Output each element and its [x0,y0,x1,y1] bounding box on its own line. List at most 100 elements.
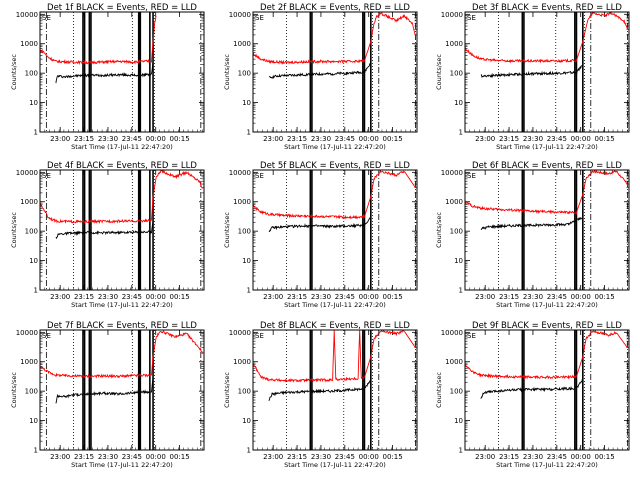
x-tick-label: 00:15 [169,453,189,461]
detector-panel-2: Det 2f BLACK = Events, RED = LLD 1 10 100 10… [223,3,418,151]
lld-series-line [39,330,203,379]
events-series-line [55,221,154,240]
y-tick-label: 100 [25,228,38,236]
y-tick-label: 10000 [441,11,463,19]
x-tick-label: 23:15 [499,293,519,301]
x-tick-label: 00:00 [571,293,591,301]
panel-frame [464,169,630,291]
y-axis-label: Counts/sec [10,54,18,90]
y-tick-label: 1 [34,129,38,137]
y-tick-label: 100 [450,228,463,236]
lld-series-line [39,16,157,66]
y-tick-label: 1 [459,287,463,295]
x-tick-label: 00:00 [146,453,166,461]
panel-title: Det 6f BLACK = Events, RED = LLD [472,161,622,171]
lld-series-line [464,11,628,64]
y-axis-label: Counts/sec [10,212,18,248]
x-tick-label: 23:00 [263,453,283,461]
y-axis-label: Counts/sec [10,372,18,408]
x-tick-label: 23:15 [74,293,94,301]
y-tick-label: 10 [29,99,38,107]
y-tick-label: 10000 [16,169,38,177]
y-tick-label: 10 [454,417,463,425]
panel-frame [39,11,205,133]
panel-frame [39,329,205,451]
lld-series-line [252,169,416,220]
x-tick-label: 00:00 [571,453,591,461]
x-axis-label: Start Time (17-Jul-11 22:47:20) [496,143,598,151]
panel-title: Det 5f BLACK = Events, RED = LLD [260,161,410,171]
y-tick-label: 1 [459,129,463,137]
panel-frame [464,329,630,451]
panel-title: Det 8f BLACK = Events, RED = LLD [260,321,410,331]
lld-series-line [252,11,416,65]
x-tick-label: 00:00 [146,293,166,301]
x-tick-label: 23:30 [523,293,543,301]
x-tick-label: 23:15 [499,135,519,143]
x-tick-label: 23:45 [335,453,355,461]
y-tick-label: 10 [29,417,38,425]
detector-panel-9: Det 9f BLACK = Events, RED = LLD 1 10 100 10… [435,321,630,469]
y-tick-label: 1 [247,447,251,455]
x-axis-label: Start Time (17-Jul-11 22:47:20) [284,301,386,309]
y-axis-label: Counts/sec [223,212,231,248]
x-tick-label: 23:30 [311,135,331,143]
x-axis-label: Start Time (17-Jul-11 22:47:20) [284,143,386,151]
y-tick-label: 1 [247,129,251,137]
x-tick-label: 00:00 [359,135,379,143]
panel-title: Det 4f BLACK = Events, RED = LLD [47,161,197,171]
x-tick-label: 23:45 [122,293,142,301]
x-axis-label: Start Time (17-Jul-11 22:47:20) [284,461,386,469]
panel-corner-tag: SE [42,332,51,340]
y-tick-label: 1 [247,287,251,295]
x-tick-label: 23:45 [122,453,142,461]
y-tick-label: 100 [450,70,463,78]
y-tick-label: 10 [29,257,38,265]
y-tick-label: 10000 [229,329,251,337]
panel-corner-tag: SE [467,332,476,340]
detector-panel-6: Det 6f BLACK = Events, RED = LLD 1 10 100 10… [435,161,630,309]
x-tick-label: 23:30 [523,135,543,143]
x-tick-label: 23:15 [287,135,307,143]
panel-frame [464,11,630,133]
y-tick-label: 1000 [445,198,463,206]
x-tick-label: 23:00 [475,135,495,143]
panel-corner-tag: SE [255,172,264,180]
x-tick-label: 23:45 [547,135,567,143]
panel-title: Det 2f BLACK = Events, RED = LLD [260,3,410,13]
y-tick-label: 1 [34,287,38,295]
lld-series-line [39,169,203,224]
y-tick-label: 100 [238,70,251,78]
x-axis-label: Start Time (17-Jul-11 22:47:20) [71,143,173,151]
y-tick-label: 100 [238,228,251,236]
lld-series-line [464,329,628,380]
x-tick-label: 00:15 [594,293,614,301]
y-tick-label: 1000 [20,198,38,206]
x-tick-label: 23:30 [311,453,331,461]
panel-title: Det 9f BLACK = Events, RED = LLD [472,321,622,331]
y-tick-label: 10 [242,99,251,107]
lld-series-line [464,169,628,215]
x-tick-label: 23:00 [50,135,70,143]
y-tick-label: 10 [242,257,251,265]
panel-corner-tag: SE [42,14,51,22]
panel-corner-tag: SE [255,332,264,340]
y-tick-label: 1000 [233,358,251,366]
lld-series-line [252,329,416,383]
detector-panel-7: Det 7f BLACK = Events, RED = LLD 1 10 100 10… [10,321,205,469]
x-tick-label: 23:15 [74,135,94,143]
y-tick-label: 10000 [441,169,463,177]
x-tick-label: 00:15 [382,293,402,301]
panel-corner-tag: SE [467,14,476,22]
y-tick-label: 10000 [229,11,251,19]
detector-panel-1: Det 1f BLACK = Events, RED = LLD 1 10 100 10… [10,3,205,151]
x-axis-label: Start Time (17-Jul-11 22:47:20) [496,461,598,469]
x-tick-label: 00:00 [359,453,379,461]
x-tick-label: 23:45 [122,135,142,143]
events-series-line [480,63,584,79]
x-axis-label: Start Time (17-Jul-11 22:47:20) [71,461,173,469]
panel-frame [252,329,418,451]
y-tick-label: 10000 [16,329,38,337]
y-tick-label: 100 [238,388,251,396]
